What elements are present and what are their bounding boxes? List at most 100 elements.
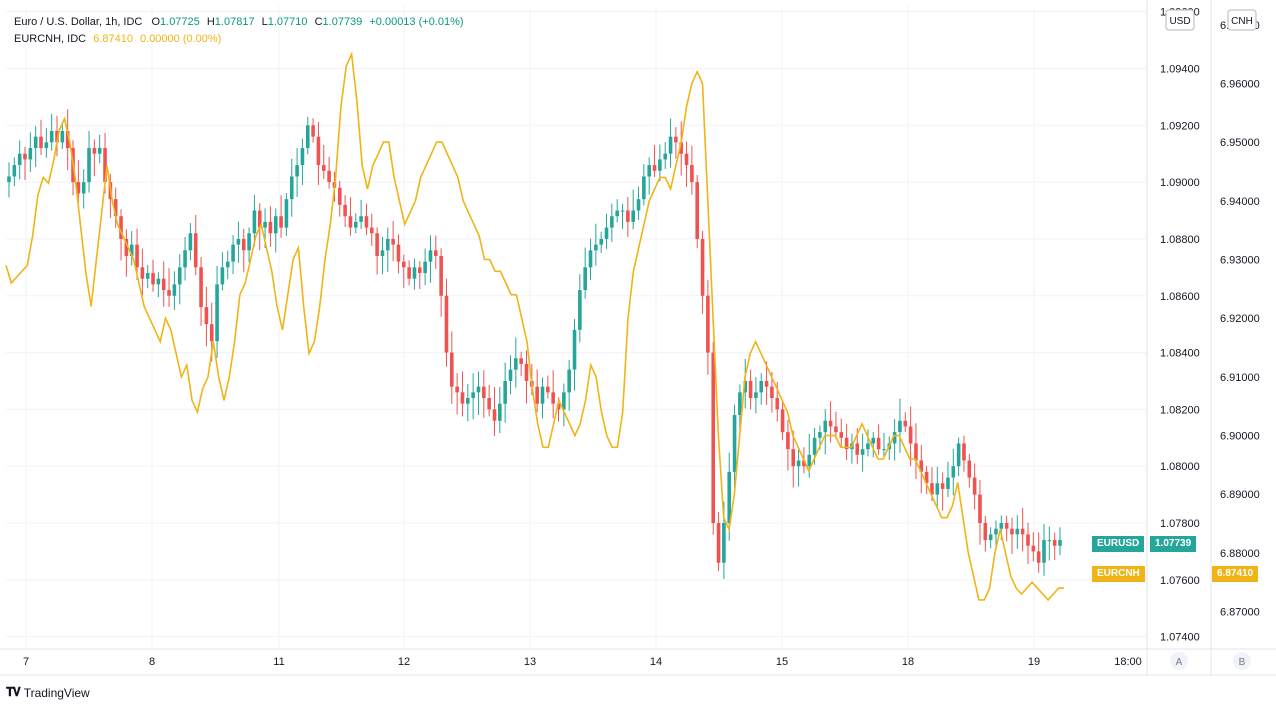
candle	[823, 409, 828, 455]
candle-body	[1031, 545, 1036, 552]
scale-a-button-bg	[1170, 652, 1188, 670]
candle	[743, 358, 748, 409]
candle-body	[690, 165, 694, 183]
candle-body	[466, 398, 470, 404]
candle	[353, 213, 358, 234]
candle-body	[930, 483, 934, 495]
candle	[455, 373, 459, 415]
candle-body	[732, 415, 737, 472]
candle-body	[33, 136, 38, 149]
candle	[620, 203, 625, 229]
candle	[786, 419, 790, 471]
candle-body	[1047, 540, 1052, 542]
candle	[247, 227, 251, 263]
candle	[33, 126, 38, 168]
candle	[754, 377, 758, 414]
candle-body	[300, 148, 305, 166]
cnh-unit-box-frame	[1227, 9, 1257, 31]
candle-body	[289, 176, 294, 200]
candle	[492, 387, 497, 436]
candle-body	[503, 380, 507, 404]
candle-body	[972, 477, 977, 495]
candle-body	[1052, 540, 1057, 546]
usd-tick-label: 1.08600	[1160, 291, 1200, 303]
candle-body	[812, 437, 817, 455]
candle-body	[151, 273, 155, 285]
usd-unit-box: USD	[1165, 9, 1195, 31]
candle-body	[924, 471, 929, 484]
candle-body	[695, 182, 700, 239]
time-tick-label: 18:00	[1114, 656, 1142, 668]
candle	[578, 274, 582, 343]
candle-body	[316, 136, 321, 166]
eurcnh-price-badge: 6.87410	[1212, 566, 1259, 582]
candle-body	[988, 534, 993, 541]
candle	[295, 148, 299, 197]
candle-body	[364, 216, 369, 228]
candle	[444, 278, 449, 367]
candle-body	[514, 358, 518, 370]
tradingview-brand[interactable]: 𝐓𝐕 TradingView	[6, 685, 90, 700]
time-tick-label: 14	[650, 656, 662, 668]
candle	[129, 230, 134, 266]
candle	[679, 121, 684, 176]
candle	[236, 221, 241, 263]
candle	[23, 146, 27, 181]
candle	[524, 350, 529, 404]
candle	[663, 142, 668, 170]
candle-body	[759, 380, 764, 393]
candle-body	[839, 432, 844, 438]
eurusd-price-badge: 1.07739	[1150, 536, 1197, 552]
candle-body	[311, 125, 315, 137]
candle-body	[738, 392, 742, 416]
candle	[647, 157, 652, 195]
candle	[476, 371, 481, 415]
candle-body	[103, 148, 107, 183]
candle-body	[615, 210, 619, 217]
candle	[183, 236, 187, 281]
candle	[28, 132, 33, 173]
candle-body	[935, 483, 940, 495]
candle	[503, 362, 507, 423]
candle	[903, 412, 908, 433]
candle-body	[674, 136, 678, 143]
candle	[604, 213, 609, 249]
candle-body	[716, 523, 721, 563]
candle	[428, 235, 433, 283]
candle-body	[450, 352, 454, 387]
candle-body	[252, 210, 257, 234]
scale-b-button[interactable]: B	[1233, 652, 1251, 670]
candle-body	[407, 267, 411, 279]
candle	[337, 181, 342, 217]
candle-body	[215, 284, 219, 342]
candle-body	[97, 148, 102, 154]
candle	[76, 160, 81, 203]
candle	[519, 351, 523, 376]
candle	[732, 404, 737, 488]
candle	[1026, 522, 1030, 565]
candle-body	[962, 443, 966, 461]
candle-body	[327, 170, 331, 183]
candle	[289, 158, 294, 217]
candle-body	[60, 130, 65, 143]
candle	[839, 418, 844, 447]
candle	[631, 189, 635, 230]
candle-body	[145, 273, 150, 279]
candle	[113, 187, 118, 228]
candle	[44, 128, 49, 158]
candle-body	[28, 148, 33, 160]
candle	[668, 118, 673, 168]
candle-body	[177, 267, 182, 285]
candle-body	[770, 386, 774, 399]
candle	[759, 373, 764, 405]
candle	[348, 197, 353, 236]
candle-body	[257, 210, 262, 228]
candle	[1004, 515, 1009, 542]
low-label: L	[261, 16, 268, 28]
time-tick-label: 15	[776, 656, 788, 668]
candle-body	[546, 386, 550, 393]
scale-a-button[interactable]: A	[1170, 652, 1188, 670]
candle-body	[161, 278, 166, 291]
candle	[791, 430, 796, 488]
